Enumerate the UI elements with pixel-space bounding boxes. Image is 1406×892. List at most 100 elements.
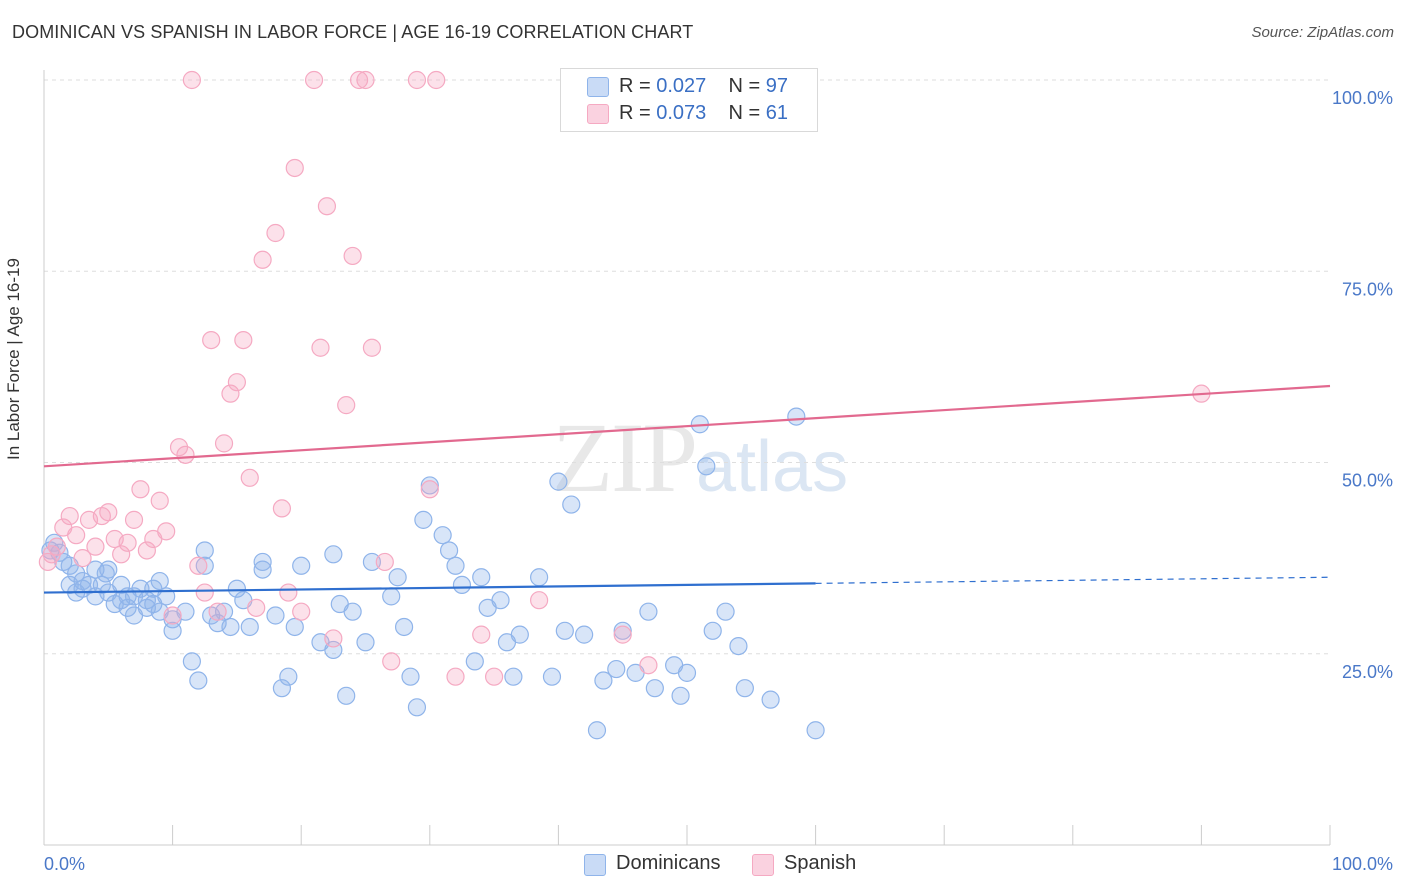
- watermark: ZIPatlas: [552, 400, 848, 515]
- point-dominicans: [272, 679, 292, 698]
- point-spanish: [202, 331, 221, 350]
- source-label: Source: ZipAtlas.com: [1251, 24, 1394, 41]
- point-dominicans: [542, 667, 562, 686]
- point-spanish: [195, 583, 214, 602]
- point-spanish: [304, 70, 324, 90]
- point-dominicans: [86, 560, 105, 579]
- point-spanish: [407, 70, 427, 90]
- point-dominicans: [575, 625, 594, 644]
- point-spanish: [131, 480, 150, 499]
- trend-line-spanish: [43, 384, 1331, 468]
- point-dominicans: [79, 575, 99, 595]
- point-spanish: [124, 510, 144, 529]
- point-dominicans: [279, 667, 298, 686]
- point-dominicans: [214, 602, 234, 621]
- point-spanish: [208, 602, 227, 621]
- point-spanish: [240, 468, 259, 487]
- y-tick-label: 25.0%: [1342, 662, 1393, 682]
- point-spanish: [324, 629, 343, 648]
- point-dominicans: [388, 568, 407, 587]
- point-dominicans: [761, 690, 780, 709]
- y-tick-label: 100.0%: [1332, 88, 1393, 108]
- point-spanish: [247, 598, 266, 617]
- point-dominicans: [594, 671, 613, 690]
- point-dominicans: [671, 686, 690, 705]
- point-dominicans: [446, 556, 465, 575]
- point-dominicans: [221, 617, 240, 637]
- point-dominicans: [491, 591, 510, 610]
- legend-n-label: N =: [728, 75, 766, 97]
- point-dominicans: [266, 606, 285, 625]
- point-spanish: [343, 246, 362, 266]
- point-dominicans: [253, 560, 272, 579]
- point-spanish: [311, 338, 330, 357]
- point-dominicans: [253, 552, 272, 572]
- point-dominicans: [562, 495, 581, 514]
- point-spanish: [382, 652, 401, 671]
- point-dominicans: [182, 652, 201, 671]
- point-spanish: [337, 396, 356, 415]
- point-dominicans: [697, 457, 716, 476]
- point-spanish: [317, 197, 337, 216]
- point-dominicans: [131, 579, 150, 598]
- point-dominicans: [407, 698, 427, 717]
- point-dominicans: [703, 621, 722, 640]
- point-dominicans: [607, 659, 626, 679]
- point-dominicans: [163, 621, 182, 640]
- point-dominicans: [735, 679, 754, 698]
- point-dominicans: [401, 667, 420, 686]
- point-spanish: [234, 331, 253, 350]
- point-dominicans: [549, 472, 568, 491]
- legend-r-value: 0.027: [656, 75, 707, 97]
- point-dominicans: [587, 721, 607, 740]
- point-spanish: [112, 545, 131, 564]
- point-spanish: [86, 537, 105, 556]
- point-dominicans: [677, 663, 697, 682]
- watermark-zip: ZIP: [552, 402, 698, 513]
- trend-extension-dominicans: [815, 576, 1331, 584]
- point-spanish: [427, 70, 446, 90]
- point-spanish: [214, 434, 234, 453]
- point-spanish: [73, 549, 92, 568]
- point-dominicans: [240, 617, 259, 637]
- legend-r-label: R =: [619, 102, 657, 124]
- point-spanish: [137, 541, 156, 560]
- point-dominicans: [716, 602, 735, 621]
- point-dominicans: [433, 526, 452, 545]
- point-dominicans: [452, 575, 472, 595]
- point-spanish: [253, 250, 272, 269]
- point-spanish: [182, 70, 201, 90]
- point-dominicans: [787, 407, 806, 426]
- point-dominicans: [227, 579, 246, 598]
- point-spanish: [47, 537, 66, 556]
- x-tick-label: 100.0%: [1332, 854, 1393, 874]
- point-spanish: [485, 667, 504, 686]
- point-dominicans: [150, 571, 169, 591]
- point-spanish: [272, 499, 292, 518]
- legend-r-value: 0.073: [656, 102, 707, 124]
- point-dominicans: [420, 476, 439, 495]
- point-dominicans: [639, 602, 658, 621]
- point-spanish: [362, 338, 382, 357]
- point-dominicans: [465, 652, 484, 671]
- legend-swatch-spanish: [587, 104, 609, 124]
- bottom-legend-swatch-spanish: [752, 854, 774, 876]
- point-dominicans: [382, 587, 401, 606]
- trend-line-dominicans: [43, 582, 816, 594]
- point-dominicans: [555, 621, 574, 640]
- point-dominicans: [530, 568, 549, 587]
- point-spanish: [221, 384, 240, 403]
- point-spanish: [420, 480, 439, 499]
- point-spanish: [375, 552, 394, 572]
- legend-n-value: 61: [765, 102, 789, 124]
- point-dominicans: [613, 621, 632, 640]
- point-dominicans: [394, 617, 414, 637]
- legend-n-label: N =: [728, 102, 766, 124]
- point-dominicans: [504, 667, 523, 686]
- point-dominicans: [292, 556, 311, 575]
- point-spanish: [613, 625, 632, 644]
- point-spanish: [279, 583, 298, 602]
- legend-n-value: 97: [765, 75, 789, 97]
- point-spanish: [285, 158, 304, 178]
- point-dominicans: [472, 568, 491, 587]
